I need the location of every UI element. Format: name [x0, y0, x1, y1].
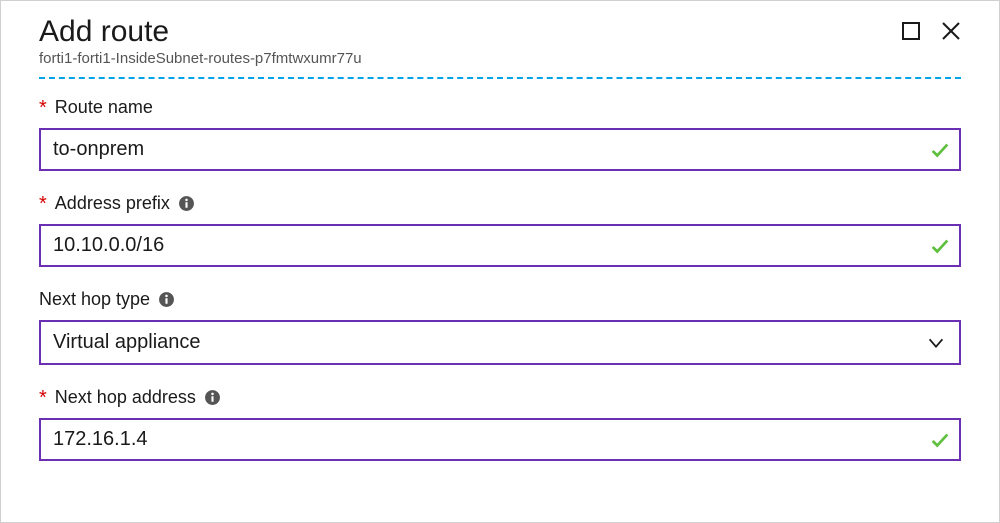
next-hop-address-row: * Next hop address [39, 387, 961, 461]
next-hop-type-label: Next hop type [39, 289, 150, 310]
route-name-field-wrap [39, 128, 961, 171]
next-hop-address-input[interactable] [39, 418, 961, 461]
address-prefix-label-line: * Address prefix [39, 193, 961, 214]
next-hop-type-row: Next hop type Virtual appliance [39, 289, 961, 365]
next-hop-type-label-line: Next hop type [39, 289, 961, 310]
header-controls [901, 21, 961, 46]
route-name-label: Route name [55, 97, 153, 118]
next-hop-address-field-wrap [39, 418, 961, 461]
breadcrumb: forti1-forti1-InsideSubnet-routes-p7fmtw… [39, 50, 961, 67]
address-prefix-field-wrap [39, 224, 961, 267]
address-prefix-input[interactable] [39, 224, 961, 267]
title-block: Add route [39, 15, 169, 48]
address-prefix-label: Address prefix [55, 193, 170, 214]
next-hop-type-field-wrap: Virtual appliance [39, 320, 961, 365]
required-marker: * [39, 194, 47, 214]
maximize-icon[interactable] [901, 21, 921, 46]
close-icon[interactable] [941, 21, 961, 46]
next-hop-type-value: Virtual appliance [53, 331, 201, 353]
check-icon [929, 235, 951, 257]
next-hop-address-label-line: * Next hop address [39, 387, 961, 408]
check-icon [929, 139, 951, 161]
panel-header: Add route [39, 15, 961, 48]
info-icon[interactable] [158, 291, 175, 308]
address-prefix-row: * Address prefix [39, 193, 961, 267]
divider [39, 77, 961, 79]
page-title: Add route [39, 15, 169, 48]
required-marker: * [39, 388, 47, 408]
next-hop-address-label: Next hop address [55, 387, 196, 408]
route-name-label-line: * Route name [39, 97, 961, 118]
check-icon [929, 429, 951, 451]
info-icon[interactable] [178, 195, 195, 212]
route-name-row: * Route name [39, 97, 961, 171]
add-route-panel: Add route forti1-forti1-InsideSubnet-rou… [1, 1, 999, 503]
required-marker: * [39, 98, 47, 118]
next-hop-type-select[interactable]: Virtual appliance [39, 320, 961, 365]
info-icon[interactable] [204, 389, 221, 406]
route-name-input[interactable] [39, 128, 961, 171]
